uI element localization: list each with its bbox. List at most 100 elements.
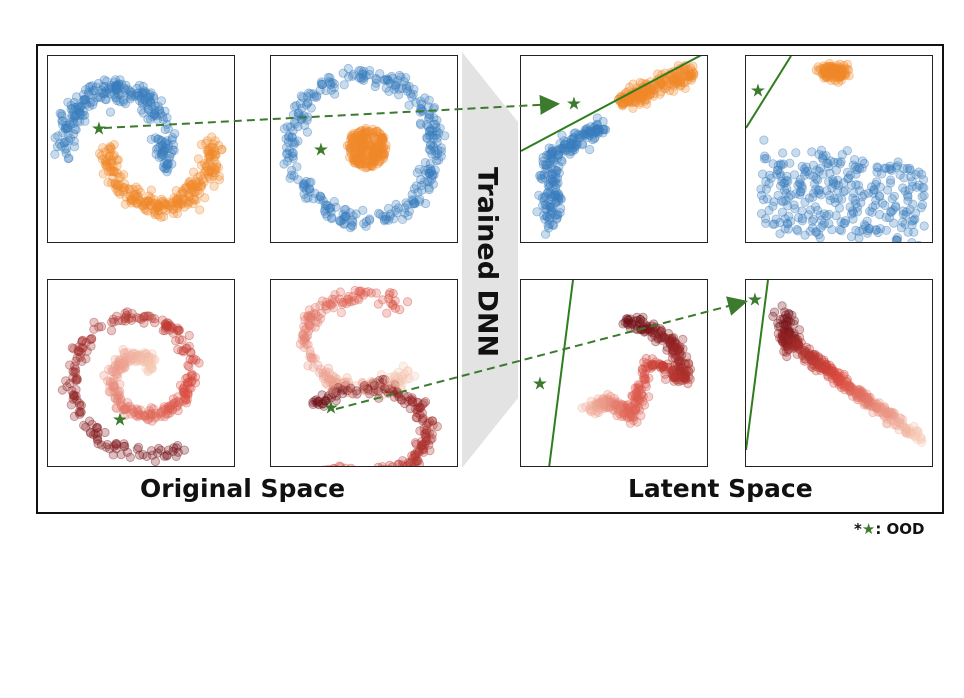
blue-point — [105, 89, 115, 99]
latent-spiral-point — [626, 411, 636, 421]
spiral-point — [114, 355, 124, 365]
s-curve-point — [303, 326, 314, 336]
orange-point — [820, 65, 831, 75]
blue-point — [428, 104, 439, 114]
orange-point — [98, 169, 108, 179]
blue-point — [167, 133, 178, 143]
spiral-point — [150, 317, 160, 328]
spiral-point — [146, 358, 156, 368]
spiral-point — [182, 343, 192, 353]
latent-s-curve-point — [817, 363, 827, 373]
latent-s-curve-point — [796, 337, 806, 348]
blue-point — [63, 129, 73, 139]
latent-s-curve-point — [900, 423, 910, 434]
spiral-point — [108, 314, 118, 324]
s-curve-point — [410, 438, 421, 448]
orange-point — [843, 65, 854, 75]
spiral-point — [132, 351, 142, 362]
blue-point — [551, 187, 562, 197]
orange-point — [367, 129, 378, 139]
blue-point — [301, 193, 311, 203]
orange-point — [364, 140, 374, 151]
orange-point — [199, 168, 209, 178]
blue-point — [781, 188, 792, 198]
orange-point — [636, 89, 646, 99]
orange-point — [676, 74, 686, 85]
blue-point — [552, 166, 562, 176]
latent-s-curve-point — [781, 334, 791, 345]
blue-point — [316, 79, 326, 89]
latent-s-curve-point — [821, 364, 831, 374]
blue-point — [852, 165, 862, 175]
blue-point — [864, 223, 875, 234]
blue-point — [554, 168, 564, 178]
blue-point — [569, 129, 579, 139]
blue-point — [406, 89, 416, 99]
spiral-point — [145, 412, 156, 422]
blue-point — [440, 131, 450, 141]
blue-point — [163, 143, 173, 153]
blue-point — [96, 85, 107, 95]
blue-point — [565, 143, 575, 153]
blue-point — [568, 140, 578, 150]
blue-point — [550, 191, 560, 201]
orange-point — [620, 99, 630, 109]
blue-point — [919, 175, 929, 185]
blue-point — [550, 169, 561, 179]
orange-point — [121, 192, 131, 202]
blue-point — [298, 181, 308, 191]
blue-point — [565, 149, 575, 159]
blue-point — [112, 86, 122, 96]
spiral-point — [147, 364, 157, 374]
spiral-point — [179, 386, 189, 396]
blue-point — [879, 163, 890, 173]
orange-point — [671, 78, 681, 88]
orange-point — [824, 68, 834, 78]
blue-point — [560, 144, 570, 154]
orange-point — [362, 134, 373, 144]
blue-point — [399, 77, 409, 87]
blue-point — [825, 168, 835, 178]
orange-point — [204, 150, 214, 160]
orange-point — [825, 61, 835, 72]
blue-point — [282, 156, 292, 166]
blue-point — [348, 217, 358, 227]
orange-point — [647, 84, 657, 94]
spiral-point — [186, 347, 196, 357]
blue-point — [818, 151, 828, 161]
blue-point — [132, 83, 142, 94]
blue-point — [547, 174, 558, 185]
spiral-point — [127, 354, 138, 365]
blue-point — [73, 102, 83, 112]
blue-point — [346, 220, 357, 230]
orange-point — [820, 69, 830, 79]
blue-point — [300, 180, 310, 190]
blue-point — [100, 89, 110, 99]
latent-spiral-point — [636, 411, 646, 421]
orange-point — [828, 63, 838, 74]
orange-point — [824, 67, 834, 77]
latent-s-curve-point — [784, 316, 794, 326]
s-curve-point — [323, 375, 334, 385]
orange-point — [357, 129, 367, 139]
latent-s-curve-point — [789, 340, 799, 350]
s-curve-point — [361, 287, 371, 297]
latent-spiral-point — [628, 415, 639, 425]
orange-point — [211, 150, 221, 160]
latent-s-curve-point — [780, 337, 790, 347]
orange-point — [368, 153, 378, 163]
spiral-point — [171, 451, 181, 461]
spiral-point — [57, 385, 67, 395]
blue-point — [545, 188, 555, 198]
blue-point — [583, 127, 594, 137]
spiral-point — [183, 389, 193, 399]
spiral-point — [135, 350, 145, 360]
s-curve-point — [407, 451, 417, 461]
orange-point — [638, 88, 648, 98]
blue-point — [57, 109, 67, 119]
spiral-point — [130, 348, 140, 359]
spiral-point — [72, 373, 82, 383]
latent-s-curve-point — [781, 338, 791, 349]
orange-point — [129, 189, 139, 200]
orange-point — [173, 197, 184, 208]
